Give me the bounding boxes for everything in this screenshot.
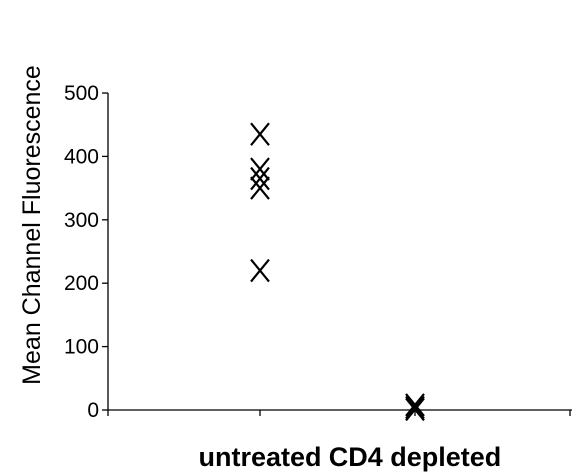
data-point-marker — [250, 258, 270, 283]
marker-stroke — [250, 166, 270, 191]
y-axis-title: Mean Channel Fluorescence — [18, 65, 46, 385]
data-point-marker — [250, 176, 270, 200]
x-category-label: untreated — [198, 442, 321, 472]
data-point-marker — [250, 157, 270, 181]
marker-stroke — [405, 393, 425, 417]
marker-stroke — [250, 157, 270, 181]
marker-stroke — [250, 122, 270, 146]
y-tick-label: 0 — [87, 399, 99, 422]
x-category-label: CD4 depleted — [329, 442, 502, 472]
y-tick-label: 100 — [64, 336, 99, 359]
data-point-marker — [250, 122, 270, 146]
data-point-marker — [405, 397, 425, 422]
y-tick-label: 500 — [64, 82, 99, 105]
data-point-marker — [405, 393, 425, 417]
data-point-marker — [250, 166, 270, 191]
y-tick-label: 300 — [64, 209, 99, 232]
marker-stroke — [405, 395, 425, 420]
data-points — [250, 122, 425, 422]
x-axis: untreated CD4 depleted — [107, 409, 572, 472]
marker-stroke — [250, 176, 270, 200]
marker-stroke — [405, 397, 425, 422]
y-axis: 0 100 200 300 400 500 — [64, 82, 109, 422]
data-point-marker — [405, 395, 425, 420]
y-tick-label: 200 — [64, 272, 99, 295]
y-tick-label: 400 — [64, 145, 99, 168]
marker-stroke — [250, 258, 270, 283]
